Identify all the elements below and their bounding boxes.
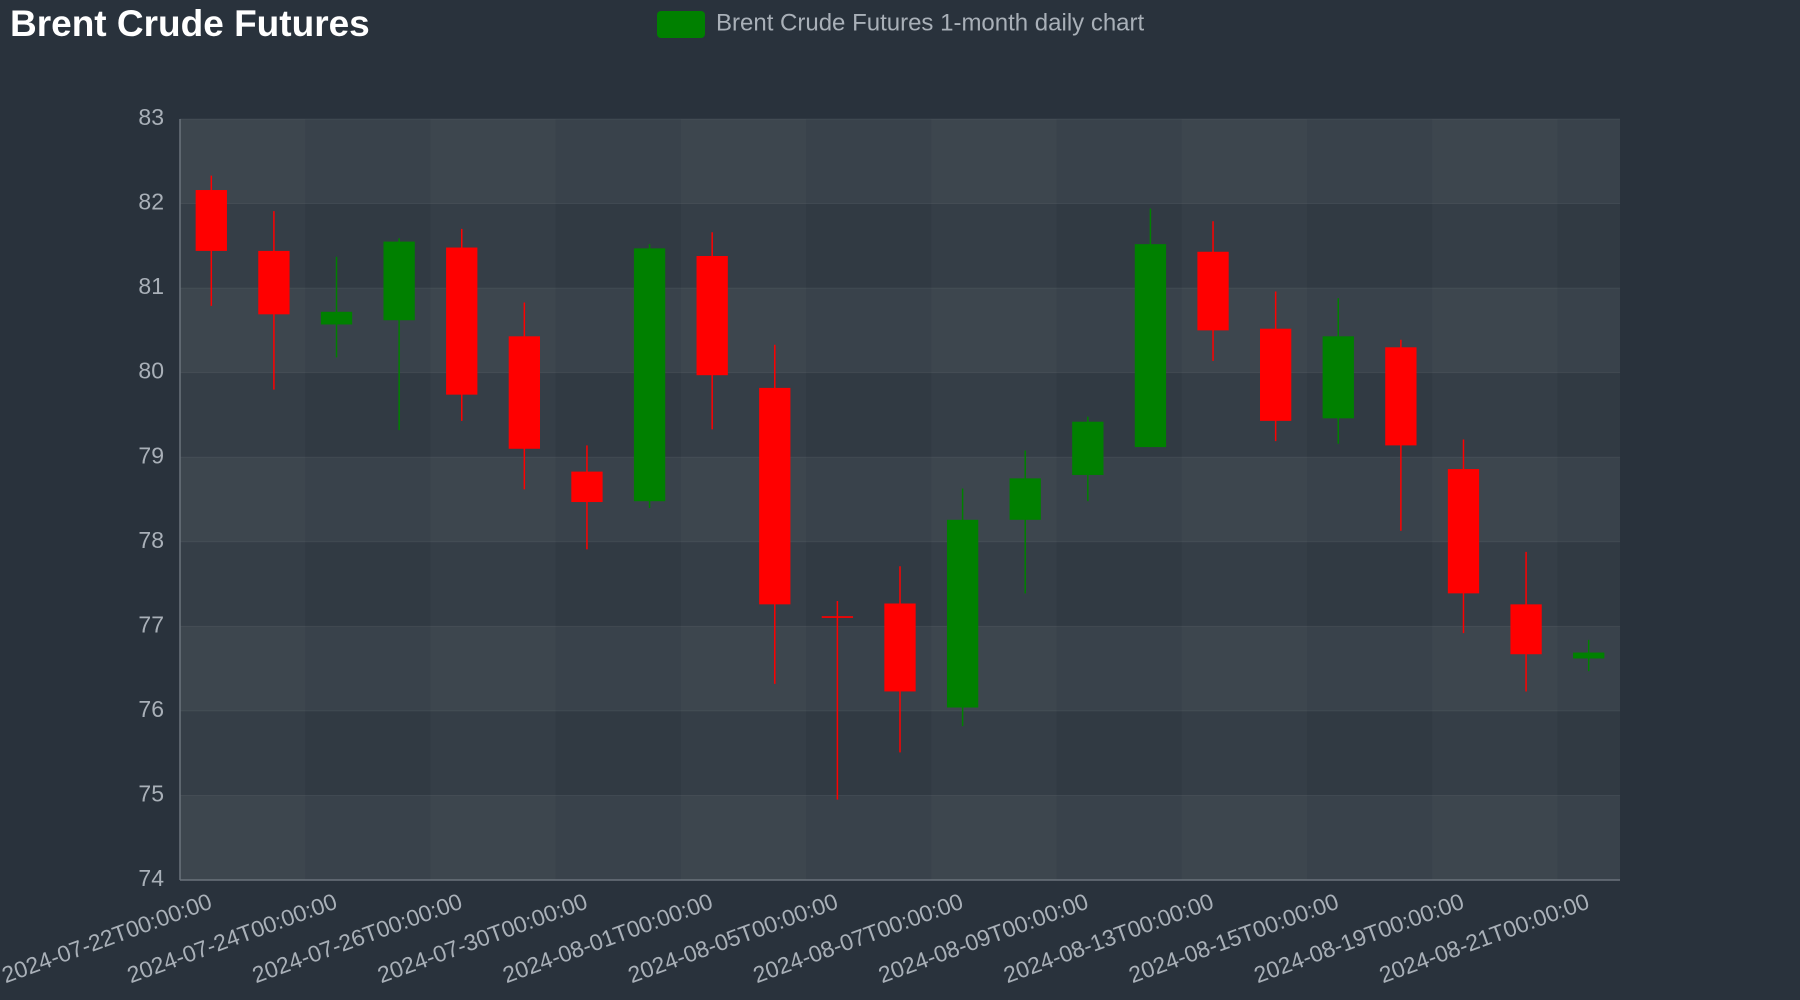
x-tick-label: 2024-08-01T00:00:00 [499,888,716,988]
candle-body [1072,421,1104,475]
candle-body [1197,251,1229,331]
y-tick-label: 81 [138,273,164,299]
candle-body [1447,469,1480,594]
candle-body [195,190,227,251]
candle-body [946,519,979,708]
candle-body [571,471,603,503]
x-tick-label: 2024-08-09T00:00:00 [875,888,1092,988]
candle-body [884,603,916,692]
y-tick-label: 80 [138,358,164,384]
x-tick-label: 2024-08-05T00:00:00 [624,888,841,988]
candle-body [508,336,540,449]
candle-body [1510,604,1542,655]
candle-body [383,241,415,321]
x-tick-label: 2024-07-26T00:00:00 [249,888,466,988]
grid-band [180,119,1620,204]
candle-body [1134,244,1167,448]
grid-band [180,288,1620,373]
y-tick-label: 74 [138,865,164,891]
candle-body [1260,328,1292,421]
candle-body [1009,478,1041,520]
x-tick-label: 2024-08-07T00:00:00 [750,888,967,988]
y-tick-label: 83 [138,104,164,130]
x-tick-label: 2024-08-13T00:00:00 [1000,888,1217,988]
candle-body [258,250,290,315]
grid-band [180,795,1620,880]
x-tick-label: 2024-07-24T00:00:00 [124,888,341,988]
x-tick-label: 2024-07-22T00:00:00 [0,888,215,988]
y-tick-label: 78 [138,527,164,553]
grid-band [180,457,1620,542]
candle-body [1322,336,1354,419]
legend-label: Brent Crude Futures 1-month daily chart [716,9,1145,36]
legend-swatch [657,11,705,38]
candle-body [446,247,478,395]
x-tick-label: 2024-08-21T00:00:00 [1376,888,1593,988]
x-tick-label: 2024-07-30T00:00:00 [374,888,591,988]
plot-background [180,119,1620,880]
candle-body [821,616,854,618]
x-tick-label: 2024-08-15T00:00:00 [1125,888,1342,988]
candle-body [320,311,353,325]
x-tick-label: 2024-08-19T00:00:00 [1250,888,1467,988]
candle-body [696,255,728,376]
y-tick-label: 76 [138,696,164,722]
candle-body [633,248,666,502]
candle-body [1573,652,1605,659]
y-tick-label: 77 [138,611,164,637]
candle-body [1385,347,1417,446]
candle-body [759,387,791,605]
y-tick-label: 75 [138,781,164,807]
y-tick-label: 82 [138,189,164,215]
y-tick-label: 79 [138,442,164,468]
chart-title: Brent Crude Futures [10,3,370,44]
